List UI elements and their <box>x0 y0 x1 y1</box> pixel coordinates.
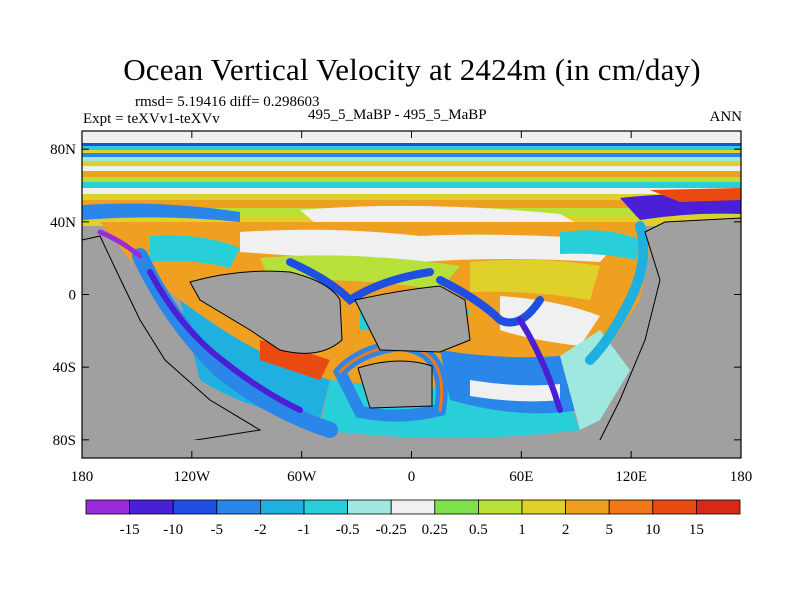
chart-title: Ocean Vertical Velocity at 2424m (in cm/… <box>123 52 701 87</box>
colorbar-label: 0.5 <box>469 522 488 538</box>
axis-ticks: 180 120W 60W 0 60E 120E 180 80N 40N 0 40S 80S <box>50 131 752 485</box>
season-label: ANN <box>709 109 743 125</box>
northern-ocean-bands <box>82 131 741 236</box>
y-tick-label: 40N <box>50 215 76 231</box>
x-tick-label: 60E <box>509 469 533 485</box>
colorbar-swatch <box>216 499 261 515</box>
colorbar-swatch <box>172 499 218 515</box>
colorbar-label: 15 <box>689 522 704 538</box>
colorbar-swatch <box>434 499 479 515</box>
colorbar-label: 0.25 <box>422 522 448 538</box>
colorbar-label: -10 <box>163 522 183 538</box>
colorbar-swatch <box>303 499 348 515</box>
colorbar-label: 2 <box>562 522 570 538</box>
boundary-currents <box>97 221 649 438</box>
colorbar-label: -2 <box>254 522 267 538</box>
colorbar-label: 5 <box>605 522 613 538</box>
x-tick-label: 180 <box>730 469 753 485</box>
colorbar-swatch <box>477 499 523 515</box>
colorbar-swatch <box>390 499 436 515</box>
land-masses <box>82 217 741 458</box>
x-tick-label: 180 <box>71 469 94 485</box>
colorbar: -15 -10 -5 -2 -1 -0.5 -0.25 0.25 0.5 1 2 5 10 15 <box>85 499 741 538</box>
case-label: 495_5_MaBP - 495_5_MaBP <box>308 107 487 123</box>
colorbar-label: -0.25 <box>376 522 407 538</box>
rmsd-text: rmsd= 5.19416 diff= 0.298603 <box>135 94 320 110</box>
x-tick-label: 0 <box>408 469 416 485</box>
experiment-label: Expt = teXVv1-teXVv <box>83 111 220 127</box>
colorbar-swatch <box>259 499 305 515</box>
colorbar-label: -5 <box>211 522 224 538</box>
colorbar-swatch <box>85 499 130 515</box>
x-tick-label: 120W <box>173 469 211 485</box>
colorbar-swatch <box>347 499 392 515</box>
y-tick-label: 0 <box>69 288 77 304</box>
colorbar-label: 10 <box>645 522 660 538</box>
colorbar-swatch <box>652 499 697 515</box>
x-tick-label: 60W <box>287 469 317 485</box>
colorbar-swatch <box>565 499 610 515</box>
colorbar-label: 1 <box>518 522 526 538</box>
colorbar-swatch <box>129 499 174 515</box>
colorbar-swatch <box>521 499 566 515</box>
colorbar-label: -0.5 <box>336 522 360 538</box>
y-tick-label: 80N <box>50 142 76 158</box>
velocity-field <box>82 131 741 458</box>
colorbar-label: -15 <box>120 522 140 538</box>
colorbar-swatch <box>696 499 741 515</box>
colorbar-label: -1 <box>298 522 311 538</box>
y-tick-label: 40S <box>53 360 76 376</box>
colorbar-swatch <box>608 499 654 515</box>
y-tick-label: 80S <box>53 433 76 449</box>
x-tick-label: 120E <box>615 469 647 485</box>
